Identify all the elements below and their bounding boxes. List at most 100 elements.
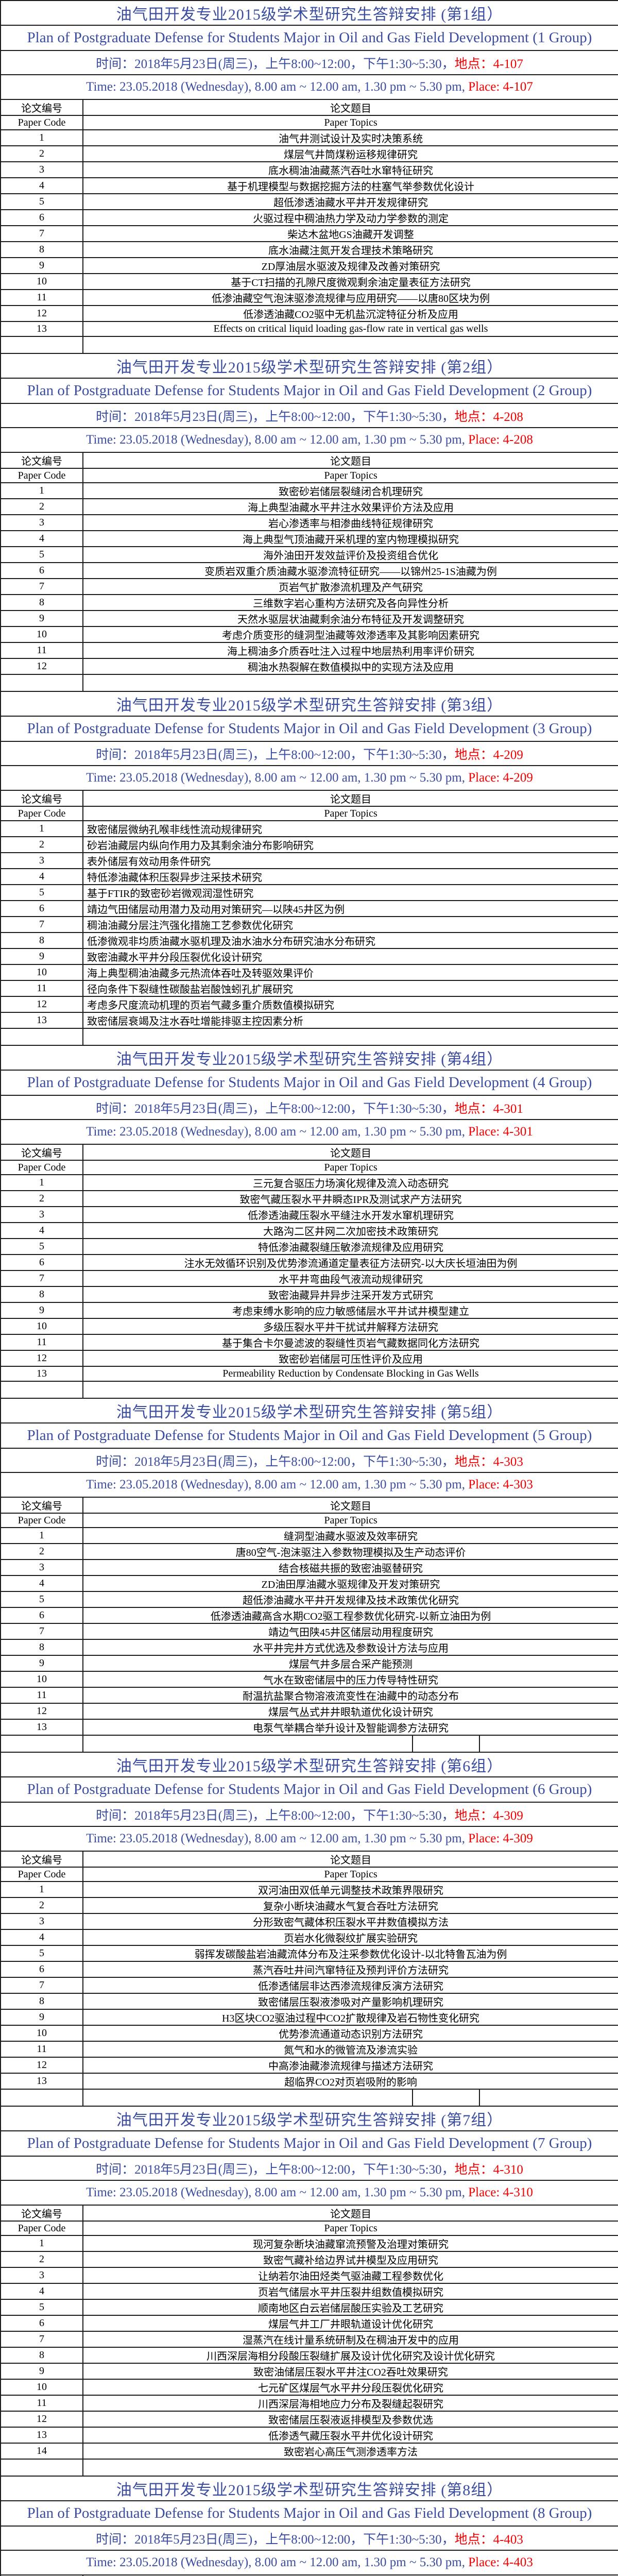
paper-topic-cell: 海外油田开发效益评价及投资组合优化 <box>82 546 618 563</box>
paper-row: 1 现河复杂断块油藏窜流预警及治理对策研究 <box>0 2235 618 2252</box>
place-en-text: Place: 4-310 <box>468 2185 533 2199</box>
group-title-en-row: Plan of Postgraduate Defense for Student… <box>0 1776 618 1803</box>
paper-code-header-en: Paper Code <box>0 468 83 483</box>
spacer-cell <box>0 2089 83 2107</box>
header-en-row: Paper Code Paper Topics <box>0 1867 618 1882</box>
group-title-en-row: Plan of Postgraduate Defense for Student… <box>0 25 618 51</box>
group-body: 油气田开发专业2015级学术型研究生答辩安排 (第8组） Plan of Pos… <box>0 2476 618 2576</box>
group-title-cn: 油气田开发专业2015级学术型研究生答辩安排 (第7组） <box>0 2106 618 2131</box>
paper-topic-cell: 页岩气储层水平井压裂井组数值模拟研究 <box>82 2283 618 2300</box>
group-time-cn-cell: 时间：2018年5月23日(周三)，上午8:00~12:00，下午1:30~5:… <box>0 403 618 428</box>
paper-row: 6 变质岩双重介质油藏水驱渗流特征研究——以锦州25-1S油藏为例 <box>0 562 618 579</box>
paper-topics-header-cn: 论文题目 <box>82 1144 618 1161</box>
group-title-cn: 油气田开发专业2015级学术型研究生答辩安排 (第1组） <box>0 0 618 26</box>
time-cn-text: 时间：2018年5月23日(周三)，上午8:00~12:00，下午1:30~5:… <box>96 57 455 71</box>
paper-row: 7 靖边气田陕45井区储层动用程度研究 <box>0 1623 618 1640</box>
place-cn-text: 地点：4-303 <box>454 1454 523 1469</box>
place-en-text: Place: 4-208 <box>468 433 533 447</box>
group-title-cn-row: 油气田开发专业2015级学术型研究生答辩安排 (第8组） <box>0 2476 618 2501</box>
paper-row: 8 低渗微观非均质油藏水驱机理及油水油水分布研究油水分布研究 <box>0 932 618 949</box>
paper-row: 7 低渗透储层非达西渗流规律反演方法研究 <box>0 1977 618 1994</box>
paper-topic-cell: 致密砂岩储层裂缝闭合机理研究 <box>82 482 618 499</box>
paper-code-cell: 8 <box>0 594 83 611</box>
group-title-cn: 油气田开发专业2015级学术型研究生答辩安排 (第5组） <box>0 1398 618 1423</box>
paper-topics-header-cn: 论文题目 <box>82 99 618 116</box>
paper-code-cell: 7 <box>0 1623 83 1640</box>
paper-topic-cell: 分形致密气藏体积压裂水平井数值模拟方法 <box>82 1913 618 1930</box>
paper-code-cell: 9 <box>0 2009 83 2026</box>
paper-code-cell: 1 <box>0 1881 83 1898</box>
group-time-en-cell: Time: 23.05.2018 (Wednesday), 8.00 am ~ … <box>0 427 618 453</box>
paper-row: 8 水平井完井方式优选及参数设计方法与应用 <box>0 1639 618 1656</box>
spacer-row <box>0 674 618 692</box>
paper-code-header-cn: 论文编号 <box>0 790 83 807</box>
time-en-text: Time: 23.05.2018 (Wednesday), 8.00 am ~ … <box>86 2185 469 2199</box>
paper-topic-cell: Effects on critical liquid loading gas-f… <box>82 321 618 337</box>
group-body: 油气田开发专业2015级学术型研究生答辩安排 (第1组） Plan of Pos… <box>0 0 618 354</box>
paper-code-cell: 6 <box>0 562 83 579</box>
paper-row: 7 稠油油藏分层注汽强化措施工艺参数优化研究 <box>0 916 618 933</box>
paper-topic-cell: 唐80空气-泡沫驱注入参数物理模拟及生产动态评价 <box>82 1543 618 1560</box>
paper-code-cell: 13 <box>0 2427 83 2444</box>
paper-code-cell: 9 <box>0 610 83 627</box>
paper-code-cell: 4 <box>0 1575 83 1592</box>
group-title-cn: 油气田开发专业2015级学术型研究生答辩安排 (第2组） <box>0 353 618 379</box>
spacer-cell <box>82 336 618 354</box>
paper-topic-cell: 致密气藏压裂水平井瞬态IPR及测试求产方法研究 <box>82 1190 618 1207</box>
paper-row: 9 致密油藏水平井分段压裂优化设计研究 <box>0 948 618 965</box>
paper-code-cell: 3 <box>0 1913 83 1930</box>
header-en-row: Paper Code Paper Topics <box>0 2221 618 2236</box>
place-en-text: Place: 4-403 <box>468 2555 533 2569</box>
group-title-cn: 油气田开发专业2015级学术型研究生答辩安排 (第3组） <box>0 691 618 717</box>
paper-row: 6 靖边气田储层动用潜力及动用对策研究—以陕45井区为例 <box>0 900 618 917</box>
paper-code-cell: 3 <box>0 1559 83 1576</box>
header-cn-row: 论文编号 论文题目 <box>0 99 618 116</box>
group-table-1: 油气田开发专业2015级学术型研究生答辩安排 (第1组） Plan of Pos… <box>0 0 618 354</box>
group-time-cn-cell: 时间：2018年5月23日(周三)，上午8:00~12:00，下午1:30~5:… <box>0 2156 618 2181</box>
paper-topics-header-en: Paper Topics <box>82 1513 618 1528</box>
paper-topic-cell: 超低渗油藏水平井开发规律及技术政策优化研究 <box>82 1591 618 1608</box>
paper-code-cell: 13 <box>0 321 83 337</box>
group-title-en: Plan of Postgraduate Defense for Student… <box>0 2130 618 2157</box>
paper-topic-cell: 中高渗油藏渗流规律与描述方法研究 <box>82 2057 618 2074</box>
paper-code-cell: 11 <box>0 980 83 997</box>
paper-topic-cell: 低渗透油藏CO2驱中无机盐沉淀特征分析及应用 <box>82 305 618 322</box>
paper-code-cell: 9 <box>0 257 83 274</box>
paper-topics-header-cn: 论文题目 <box>82 2205 618 2222</box>
paper-topic-cell: 顺南地区白云岩储层酸压实验及工艺研究 <box>82 2299 618 2316</box>
paper-topic-cell: 现河复杂断块油藏窜流预警及治理对策研究 <box>82 2235 618 2252</box>
group-title-en: Plan of Postgraduate Defense for Student… <box>0 25 618 51</box>
paper-topic-cell: 弱挥发碳酸盐岩油藏流体分布及注采参数优化设计-以北特鲁瓦油为例 <box>82 1945 618 1962</box>
spacer-cell <box>82 2459 618 2477</box>
paper-code-cell: 11 <box>0 1334 83 1351</box>
paper-topic-cell: 底水稠油油藏蒸汽吞吐水窜特征研究 <box>82 161 618 178</box>
spacer-cell <box>0 1381 83 1399</box>
paper-topic-cell: 稠油油藏分层注汽强化措施工艺参数优化研究 <box>82 916 618 933</box>
paper-row: 11 川西深层海相地应力分布及裂缝起裂研究 <box>0 2395 618 2412</box>
place-cn-text: 地点：4-301 <box>454 1101 523 1116</box>
paper-code-cell: 14 <box>0 2443 83 2460</box>
paper-code-cell: 8 <box>0 1993 83 2010</box>
paper-row: 12 考虑多尺度流动机理的页岩气藏多重介质数值模拟研究 <box>0 996 618 1013</box>
paper-topic-cell: 电泵气举耦合举升设计及智能调参方法研究 <box>82 1719 618 1736</box>
paper-code-cell: 1 <box>0 129 83 146</box>
group-title-en-row: Plan of Postgraduate Defense for Student… <box>0 378 618 404</box>
paper-topic-cell: 大路沟二区井网二次加密技术政策研究 <box>82 1222 618 1239</box>
paper-row: 10 基于CT扫描的孔隙尺度微观剩余油定量表征方法研究 <box>0 273 618 290</box>
paper-row: 8 川西深层海相分段酸压裂缝扩展及设计优化研究及设计优化研究 <box>0 2347 618 2364</box>
spacer-cell <box>0 1735 83 1753</box>
paper-topic-cell: 超低渗透油藏水平井开发规律研究 <box>82 193 618 210</box>
paper-code-header-cn: 论文编号 <box>0 99 83 116</box>
paper-row: 1 油气井测试设计及实时决策系统 <box>0 129 618 146</box>
group-time-en-row: Time: 23.05.2018 (Wednesday), 8.00 am ~ … <box>0 427 618 453</box>
paper-row: 6 蒸汽吞吐井间汽窜特征及预判评价方法研究 <box>0 1961 618 1978</box>
paper-topic-cell: Permeability Reduction by Condensate Blo… <box>82 1366 618 1382</box>
group-title-cn-row: 油气田开发专业2015级学术型研究生答辩安排 (第4组） <box>0 1045 618 1071</box>
paper-code-cell: 4 <box>0 177 83 194</box>
place-cn-text: 地点：4-403 <box>454 2532 523 2547</box>
paper-row: 11 基于集合卡尔曼滤波的裂缝性页岩气藏数据同化方法研究 <box>0 1334 618 1351</box>
paper-code-cell: 3 <box>0 852 83 869</box>
paper-row: 4 ZD油田厚油藏水驱规律及开发对策研究 <box>0 1575 618 1592</box>
spacer-cell <box>479 2089 618 2107</box>
paper-topic-cell: 超临界CO2对页岩吸附的影响 <box>82 2073 618 2090</box>
